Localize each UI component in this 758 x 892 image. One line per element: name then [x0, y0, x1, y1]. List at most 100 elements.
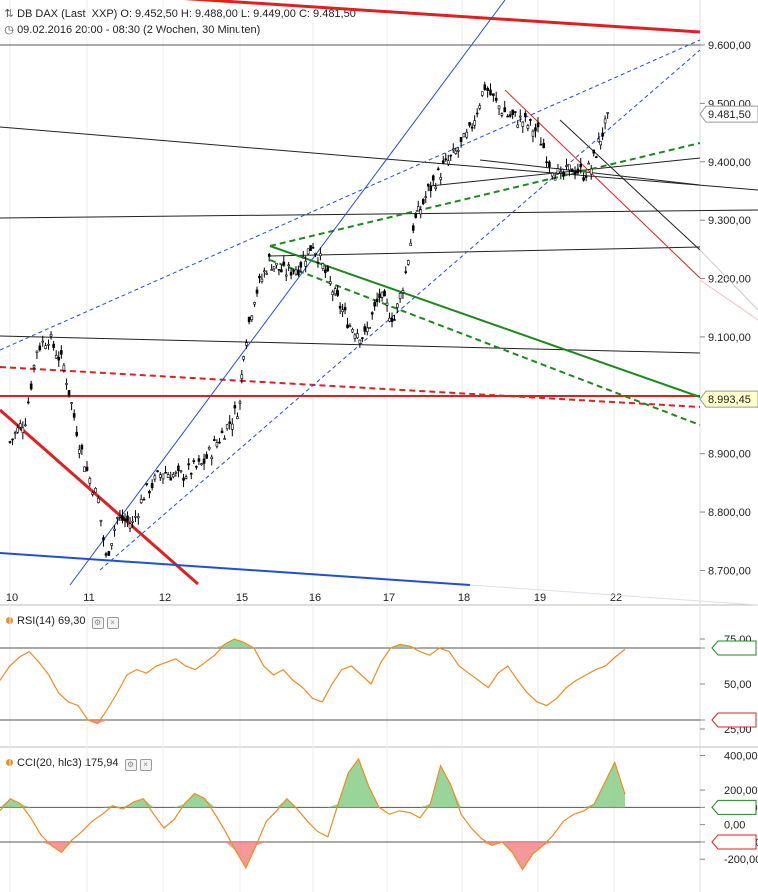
candle-body [107, 551, 111, 556]
candle-body [213, 439, 216, 442]
candle [270, 264, 273, 271]
candle [594, 155, 598, 159]
cci-y-tick-label: 200,00 [724, 785, 758, 797]
x-tick-label: 19 [534, 592, 546, 604]
candle [582, 172, 585, 182]
candle-body [301, 256, 305, 259]
candle-body [75, 432, 79, 436]
candle-body [534, 127, 537, 132]
candle [137, 513, 140, 525]
candle [314, 252, 317, 258]
candle [75, 426, 79, 438]
candle-body [353, 334, 357, 339]
candle-body [270, 269, 273, 271]
candle-body [38, 345, 42, 351]
candle [200, 462, 203, 466]
red-trendline-top [183, 0, 701, 34]
candle-body [304, 260, 308, 267]
candle [275, 262, 278, 269]
candle-body [215, 442, 219, 447]
candle-body [565, 165, 568, 167]
candle [385, 298, 389, 312]
blue-channel-line [69, 0, 506, 586]
rsi-settings-icon[interactable]: ⚙ [91, 617, 104, 629]
candle-body [247, 316, 251, 323]
candle [148, 489, 151, 499]
candle [32, 364, 36, 373]
candle-body [275, 262, 278, 266]
faded-extension [469, 584, 758, 606]
candle [324, 265, 327, 279]
candle-body [102, 537, 105, 541]
candle-body [556, 168, 560, 174]
candle [62, 362, 66, 373]
candle [179, 470, 183, 474]
y-tick-label: 9.600,00 [708, 40, 751, 52]
candle-body [316, 261, 320, 264]
cci-close-icon[interactable]: × [139, 759, 152, 771]
candle-body [358, 339, 362, 344]
x-tick-label: 10 [6, 592, 18, 604]
candle [341, 303, 344, 318]
candle-body [465, 131, 469, 138]
candle [570, 168, 574, 173]
y-tick-label: 9.400,00 [708, 157, 751, 169]
candle [483, 81, 487, 91]
candle-body [242, 356, 245, 360]
candle [542, 138, 546, 149]
candle-body [47, 343, 50, 346]
candle [47, 339, 50, 350]
candle-body [255, 289, 259, 294]
candle [511, 109, 514, 120]
candle [589, 164, 593, 180]
candle-body [419, 209, 423, 215]
chart-type-icon[interactable]: ⇅ [4, 8, 14, 20]
candle [506, 114, 509, 118]
candle [240, 369, 244, 384]
candle [88, 476, 92, 487]
candle [210, 454, 214, 466]
candle-body [210, 456, 214, 459]
candle-body [284, 274, 288, 277]
candle-body [233, 405, 237, 409]
clock-icon: ◷ [4, 24, 14, 36]
candle-body [356, 333, 359, 339]
candle-body [260, 278, 264, 283]
candle [370, 311, 374, 320]
candle [78, 444, 81, 459]
black-trendline-4 [269, 246, 701, 257]
candle-body [121, 515, 124, 521]
candle-body [570, 168, 574, 173]
candle-body [390, 317, 394, 323]
black-trendline-2 [0, 209, 758, 219]
candle-body [529, 119, 532, 121]
cci-settings-icon[interactable]: ⚙ [124, 759, 137, 771]
candle-body [385, 302, 389, 306]
candle-body [202, 458, 206, 464]
candle-body [468, 122, 471, 126]
candle [225, 423, 229, 431]
x-tick-label: 22 [610, 592, 622, 604]
candle [401, 287, 405, 299]
candle [603, 115, 607, 130]
candle-body [459, 137, 463, 143]
candle-body [277, 268, 281, 271]
candle-body [16, 427, 20, 433]
candle [192, 458, 196, 465]
candle [459, 137, 463, 148]
rsi-y-tick-label: 50,00 [724, 679, 752, 691]
candle-body [601, 132, 604, 137]
candle-body [449, 154, 453, 157]
candle [468, 121, 471, 128]
black-trendline-3 [0, 335, 701, 354]
rsi-close-icon[interactable]: × [106, 617, 119, 629]
candle [553, 173, 557, 181]
candle [197, 455, 201, 465]
faded-extension [699, 249, 758, 311]
candle-body [62, 364, 66, 371]
blue-dashed-lower [99, 49, 701, 571]
candle-body [431, 175, 435, 181]
candle-body [131, 520, 134, 523]
candle-body [57, 357, 61, 361]
